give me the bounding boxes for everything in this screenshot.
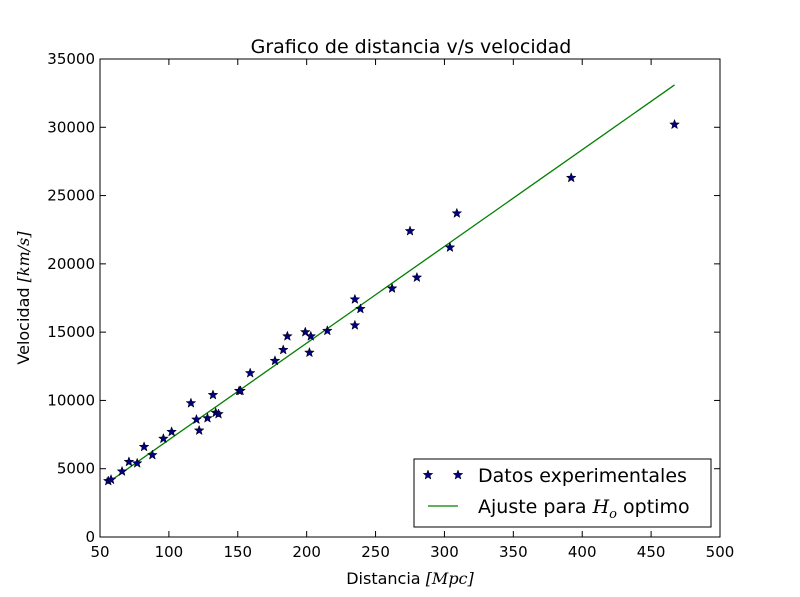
data-point: [349, 319, 361, 330]
legend-star-icon: [452, 469, 464, 480]
data-point: [305, 330, 317, 341]
y-tick-label: 5000: [57, 460, 95, 478]
legend-entry-fit-label: Ajuste para Ho optimo: [478, 496, 690, 522]
data-point: [303, 346, 315, 358]
y-tick-label: 15000: [47, 323, 95, 341]
data-point: [235, 385, 246, 396]
data-point: [116, 465, 128, 477]
data-point: [321, 325, 333, 336]
y-tick-label: 10000: [47, 391, 95, 409]
data-point: [138, 441, 150, 452]
x-tick-label: 300: [430, 543, 459, 561]
data-point: [185, 397, 197, 408]
data-point: [669, 118, 680, 130]
data-point: [444, 241, 456, 253]
data-point: [404, 225, 416, 236]
y-tick-label: 25000: [47, 187, 95, 205]
y-tick-label: 20000: [47, 255, 95, 273]
data-point: [202, 412, 213, 423]
data-point: [213, 408, 224, 419]
x-tick-label: 100: [155, 543, 184, 561]
data-point: [299, 326, 311, 337]
x-tick-label: 150: [223, 543, 252, 561]
chart-title: Grafico de distancia v/s velocidad: [251, 36, 572, 58]
data-point: [277, 344, 289, 355]
legend-star-icon: [422, 469, 434, 480]
x-tick-label: 250: [361, 543, 390, 561]
legend-entry-points-label: Datos experimentales: [478, 465, 687, 487]
plot-area: [102, 84, 680, 486]
legend: Datos experimentales Ajuste para Ho opti…: [413, 458, 712, 528]
data-point: [157, 432, 169, 444]
data-point: [281, 330, 293, 341]
data-point: [191, 413, 202, 425]
axis-ticks: 50 100 150 200 250 300 350 400 450 50005000100001…: [47, 50, 734, 561]
x-axis-label: Distancia [Mpc]: [346, 569, 474, 588]
data-point: [105, 473, 117, 485]
data-point: [565, 172, 577, 183]
data-point: [193, 424, 205, 436]
data-point: [451, 207, 463, 218]
x-tick-label: 500: [706, 543, 735, 561]
y-axis-label: Velocidad [km/s]: [14, 231, 33, 365]
data-point: [386, 282, 398, 294]
y-tick-label: 0: [85, 528, 95, 546]
x-tick-label: 50: [90, 543, 109, 561]
x-tick-label: 200: [292, 543, 321, 561]
data-point: [411, 271, 423, 283]
data-point: [269, 355, 281, 366]
x-tick-label: 400: [568, 543, 597, 561]
data-point: [123, 456, 135, 467]
legend-entry-points-marker: [422, 469, 464, 480]
data-point: [207, 389, 219, 400]
data-point: [131, 457, 143, 468]
legend-box: [413, 458, 712, 528]
x-tick-label: 350: [499, 543, 528, 561]
fit-line: [107, 84, 675, 483]
data-point: [349, 293, 361, 304]
data-point: [354, 303, 366, 314]
data-point: [146, 449, 158, 460]
data-point: [244, 367, 256, 378]
y-tick-label: 30000: [47, 118, 95, 136]
x-tick-label: 450: [637, 543, 666, 561]
axes-frame: [99, 58, 721, 538]
y-tick-label: 35000: [47, 50, 95, 68]
data-point: [166, 426, 178, 437]
